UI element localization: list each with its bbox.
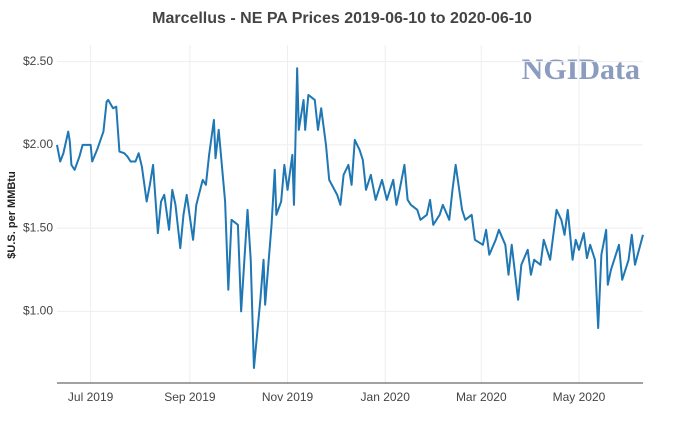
y-tick-label: $1.00 — [23, 304, 53, 318]
y-tick-label: $2.00 — [23, 137, 53, 151]
y-tick-label: $2.50 — [23, 54, 53, 68]
price-line — [56, 67, 644, 370]
x-tick-label: Jan 2020 — [361, 390, 411, 404]
x-tick-label: Nov 2019 — [262, 390, 314, 404]
y-tick-label: $1.50 — [23, 220, 53, 234]
x-tick-label: Mar 2020 — [456, 390, 507, 404]
chart-title: Marcellus - NE PA Prices 2019-06-10 to 2… — [152, 10, 532, 27]
y-axis-label: $U.S. per MMBtu — [6, 171, 18, 258]
x-tick-label: Jul 2019 — [68, 390, 114, 404]
x-tick-label: May 2020 — [553, 390, 606, 404]
watermark: NGIData — [522, 53, 640, 86]
x-tick-label: Sep 2019 — [164, 390, 216, 404]
